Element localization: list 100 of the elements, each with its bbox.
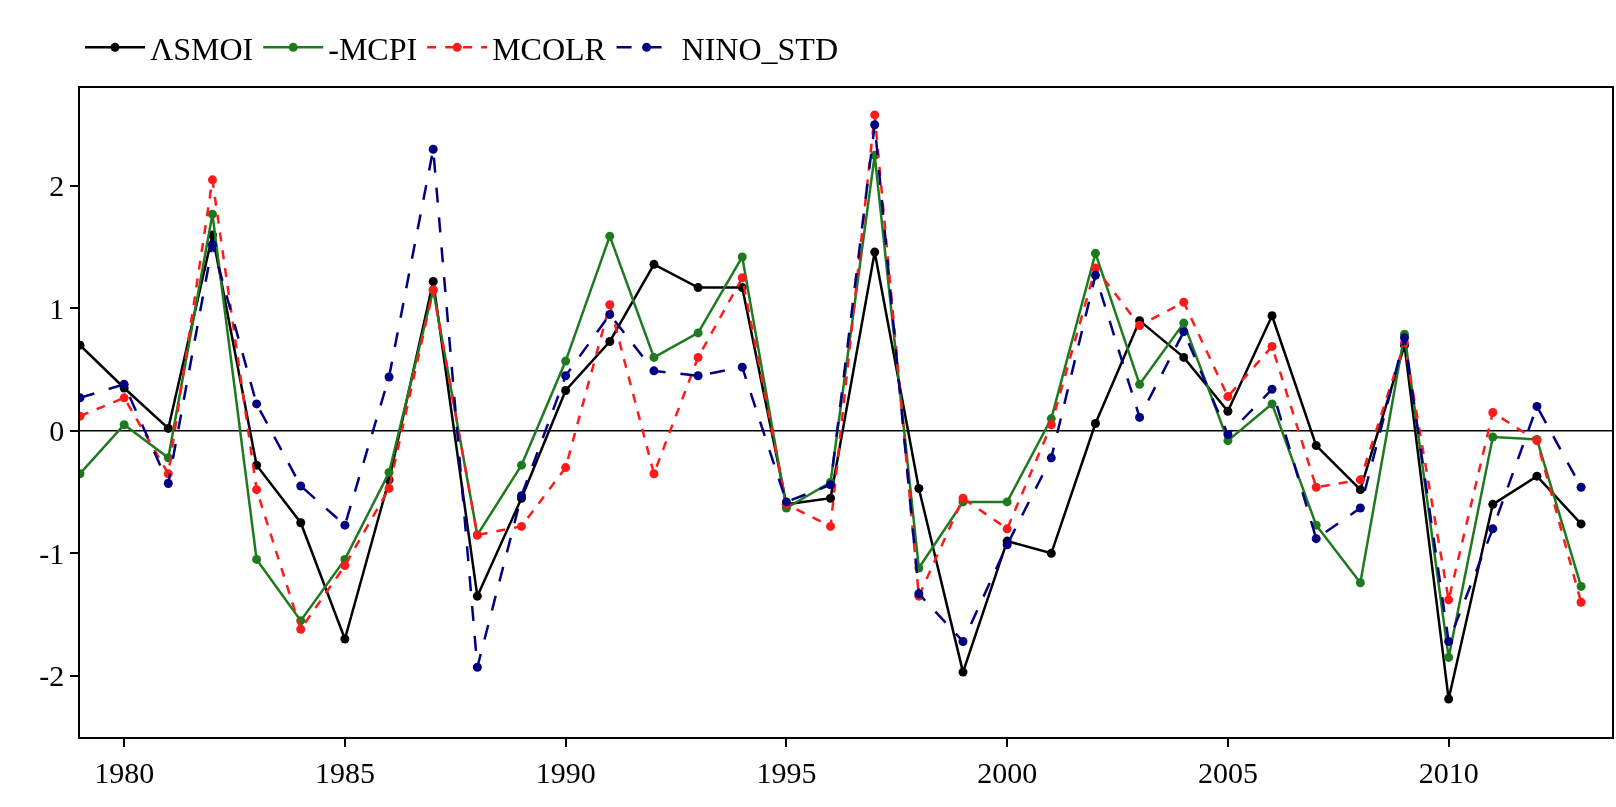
point (1046, 453, 1056, 463)
point (1223, 392, 1233, 402)
y-tick-label: -1 (39, 536, 65, 570)
point (207, 209, 217, 219)
point (1267, 311, 1277, 321)
point (1179, 352, 1189, 362)
point (1444, 595, 1454, 605)
legend-label: -MCPI (328, 30, 418, 67)
y-tick-label: 0 (49, 414, 65, 448)
legend-label: MCOLR (492, 30, 607, 67)
point (737, 273, 747, 283)
point (517, 521, 526, 531)
point (561, 385, 571, 395)
point (207, 240, 217, 250)
point (1179, 297, 1189, 307)
point (1355, 475, 1365, 485)
point (1311, 534, 1321, 544)
point (1532, 471, 1542, 481)
point (1135, 321, 1145, 331)
x-tick-label: 1990 (535, 755, 596, 789)
point (1267, 384, 1277, 394)
point (1046, 420, 1056, 430)
point (119, 379, 129, 389)
point (1355, 485, 1365, 495)
point (1267, 341, 1277, 351)
point (1488, 432, 1498, 442)
point (207, 175, 217, 185)
point (252, 485, 262, 495)
point (914, 483, 924, 493)
x-tick-label: 2010 (1418, 755, 1479, 789)
point (163, 423, 173, 433)
point (1135, 412, 1145, 422)
point (384, 468, 394, 477)
x-tick-label: 1995 (756, 755, 817, 789)
y-tick-label: -2 (39, 659, 65, 693)
point (649, 469, 659, 479)
point (1576, 519, 1586, 529)
point (340, 520, 350, 530)
point (958, 636, 968, 646)
point (826, 521, 836, 531)
point (561, 371, 571, 381)
point (693, 352, 703, 362)
point (252, 554, 262, 564)
x-tick-label: 1980 (94, 755, 155, 789)
point (1488, 408, 1498, 417)
point (384, 372, 394, 382)
point (340, 561, 350, 571)
point (1444, 636, 1454, 646)
point (1532, 401, 1542, 411)
point (561, 356, 571, 366)
point (1311, 482, 1321, 492)
point (1002, 540, 1012, 550)
point (472, 662, 482, 672)
point (296, 481, 306, 491)
point (605, 310, 615, 320)
point (737, 252, 747, 262)
point (649, 366, 659, 376)
legend-label: NINO_STD (681, 30, 839, 67)
point (1444, 652, 1454, 662)
point (1355, 503, 1365, 513)
x-tick-label: 1985 (314, 755, 375, 789)
point (1267, 399, 1277, 409)
point (296, 518, 306, 528)
point (296, 624, 306, 634)
point (958, 493, 968, 503)
point (1576, 581, 1586, 591)
point (1135, 379, 1145, 389)
y-tick-label: 2 (49, 169, 65, 203)
point (384, 483, 394, 493)
point (472, 591, 482, 601)
point (1090, 419, 1100, 429)
point (561, 463, 571, 473)
point (958, 667, 968, 677)
point (1179, 327, 1189, 337)
point (693, 328, 703, 338)
point (1311, 441, 1321, 451)
point (1355, 578, 1365, 588)
point (252, 399, 262, 409)
point (605, 336, 615, 346)
y-tick-label: 1 (49, 291, 65, 325)
point (1223, 406, 1233, 416)
point (649, 259, 659, 269)
point (428, 276, 438, 286)
point (1002, 497, 1012, 507)
legend-label: ΛSMOI (150, 30, 254, 67)
x-tick-label: 2005 (1197, 755, 1258, 789)
point (870, 247, 880, 257)
point (1576, 597, 1586, 607)
point (605, 300, 615, 310)
point (1090, 248, 1100, 258)
point (340, 634, 350, 644)
point (1576, 482, 1586, 492)
point (428, 144, 438, 154)
point (870, 110, 880, 120)
point (1179, 318, 1189, 328)
point (1488, 524, 1498, 534)
point (737, 362, 747, 372)
point (1002, 524, 1012, 534)
point (1090, 270, 1100, 280)
point (693, 283, 703, 293)
